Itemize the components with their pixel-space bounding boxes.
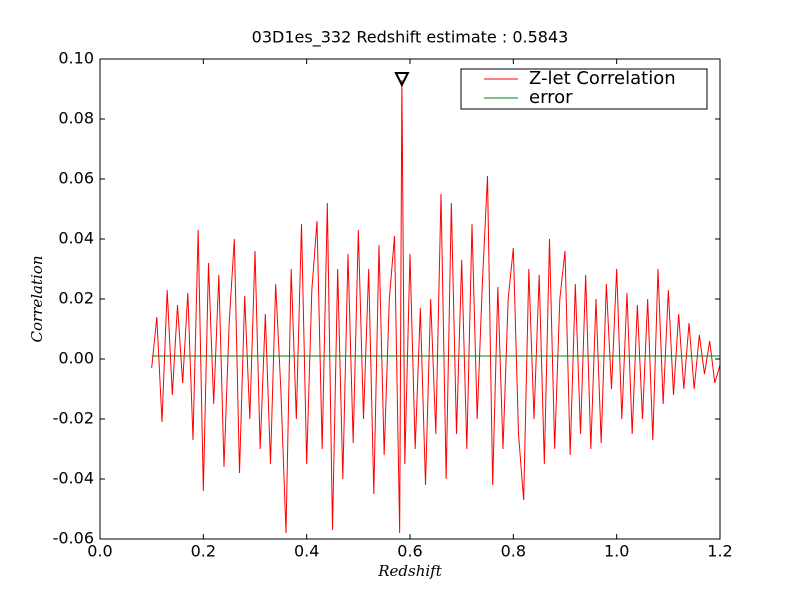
x-axis-label: Redshift	[377, 562, 442, 580]
x-tick-label: 0.8	[501, 542, 526, 561]
x-tick-label: 1.2	[707, 542, 732, 561]
y-tick-label: -0.02	[53, 409, 94, 428]
y-tick-label: -0.06	[53, 529, 94, 548]
y-tick-label: 0.04	[58, 229, 94, 248]
y-tick-label: 0.08	[58, 109, 94, 128]
y-tick-label: 0.00	[58, 349, 94, 368]
y-tick-label: 0.06	[58, 169, 94, 188]
legend-label: Z-let Correlation	[529, 68, 676, 89]
y-tick-label: 0.02	[58, 289, 94, 308]
chart-title: 03D1es_332 Redshift estimate : 0.5843	[252, 28, 569, 48]
x-tick-label: 1.0	[604, 542, 629, 561]
legend-box	[460, 68, 708, 110]
x-tick-label: 0.2	[191, 542, 216, 561]
x-tick-label: 0.0	[87, 542, 112, 561]
x-tick-label: 0.4	[294, 542, 319, 561]
y-tick-label: 0.10	[58, 49, 94, 68]
y-tick-label: -0.04	[53, 469, 94, 488]
y-axis-label: Correlation	[28, 256, 46, 343]
peak-marker	[394, 72, 410, 88]
legend-label: error	[529, 87, 573, 108]
plot-frame	[99, 58, 721, 540]
x-tick-label: 0.6	[397, 542, 422, 561]
